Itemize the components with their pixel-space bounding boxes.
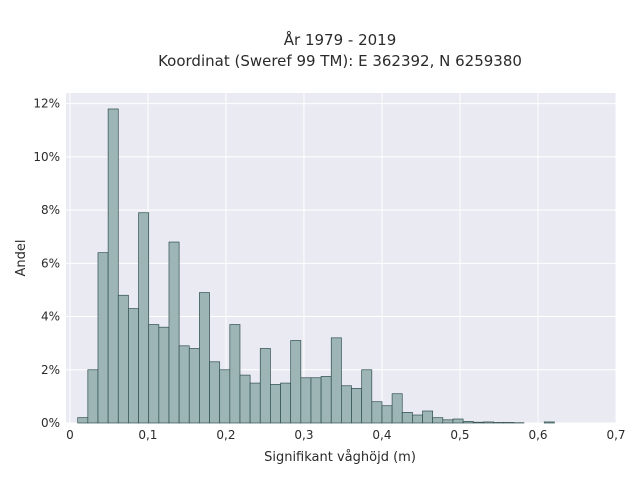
- histogram-bar: [493, 422, 505, 424]
- histogram-bar: [483, 421, 494, 424]
- histogram-bar: [401, 412, 413, 424]
- x-tick-label: 0,2: [216, 428, 235, 442]
- x-tick-label: 0,5: [450, 428, 469, 442]
- x-axis-ticks: 0 0,1 0,2 0,3 0,4 0,5 0,6 0,7: [66, 428, 625, 442]
- histogram-bar: [107, 108, 119, 424]
- histogram-bar: [290, 340, 302, 424]
- histogram-bar: [361, 369, 373, 424]
- histogram-bar: [199, 292, 210, 424]
- histogram-bar: [341, 385, 352, 424]
- chart-title-line-1: År 1979 - 2019: [284, 30, 397, 49]
- histogram-bar: [452, 418, 464, 424]
- histogram-bar: [391, 393, 403, 424]
- histogram-bar: [259, 348, 271, 424]
- histogram-bar: [543, 421, 555, 424]
- histogram-bar: [422, 410, 434, 424]
- histogram-bar: [381, 405, 393, 424]
- histogram-bar: [371, 401, 383, 424]
- x-tick-label: 0,3: [294, 428, 313, 442]
- y-tick-label: 10%: [33, 150, 60, 164]
- histogram-bar: [310, 377, 322, 424]
- y-tick-label: 12%: [33, 97, 60, 111]
- y-tick-label: 8%: [41, 203, 60, 217]
- histogram-bar: [330, 337, 342, 424]
- histogram-bar: [472, 421, 484, 424]
- histogram-bar: [219, 369, 231, 424]
- histogram-bar: [128, 308, 139, 424]
- histogram-bar: [178, 345, 190, 424]
- histogram-bar: [432, 417, 444, 424]
- histogram-bar: [158, 326, 170, 424]
- histogram-bar: [442, 419, 454, 424]
- histogram-bar: [412, 414, 423, 424]
- histogram-bar: [239, 374, 251, 424]
- histogram-bar: [117, 294, 129, 424]
- x-tick-label: 0,7: [606, 428, 625, 442]
- x-tick-label: 0,4: [372, 428, 391, 442]
- histogram-bar: [351, 388, 363, 424]
- histogram-bar: [270, 384, 281, 424]
- y-tick-label: 2%: [41, 363, 60, 377]
- histogram-bar: [97, 252, 109, 424]
- histogram-bar: [138, 212, 150, 424]
- histogram-bar: [148, 324, 160, 424]
- y-tick-label: 4%: [41, 310, 60, 324]
- histogram-bar: [280, 382, 292, 424]
- y-tick-label: 0%: [41, 416, 60, 430]
- x-tick-label: 0,1: [138, 428, 157, 442]
- histogram-bar: [188, 348, 200, 424]
- histogram-bar: [87, 369, 99, 424]
- histogram-bar: [249, 382, 261, 424]
- histogram-bar: [168, 241, 180, 424]
- y-axis-label: Andel: [14, 240, 29, 277]
- x-tick-label: 0: [66, 428, 74, 442]
- histogram-bar: [503, 422, 515, 424]
- x-axis-label: Signifikant våghöjd (m): [264, 450, 416, 465]
- x-tick-label: 0,6: [528, 428, 547, 442]
- chart-title-line-2: Koordinat (Sweref 99 TM): E 362392, N 62…: [158, 52, 522, 70]
- y-tick-label: 6%: [41, 256, 60, 270]
- histogram-bar: [209, 361, 221, 424]
- bars: [77, 108, 555, 424]
- histogram-bar: [320, 376, 332, 424]
- histogram-bar: [229, 324, 241, 424]
- y-axis-ticks: 0% 2% 4% 6% 8% 10% 12%: [33, 97, 60, 430]
- histogram-bar: [462, 421, 474, 424]
- histogram-bar: [77, 417, 89, 424]
- histogram-bar: [300, 377, 312, 424]
